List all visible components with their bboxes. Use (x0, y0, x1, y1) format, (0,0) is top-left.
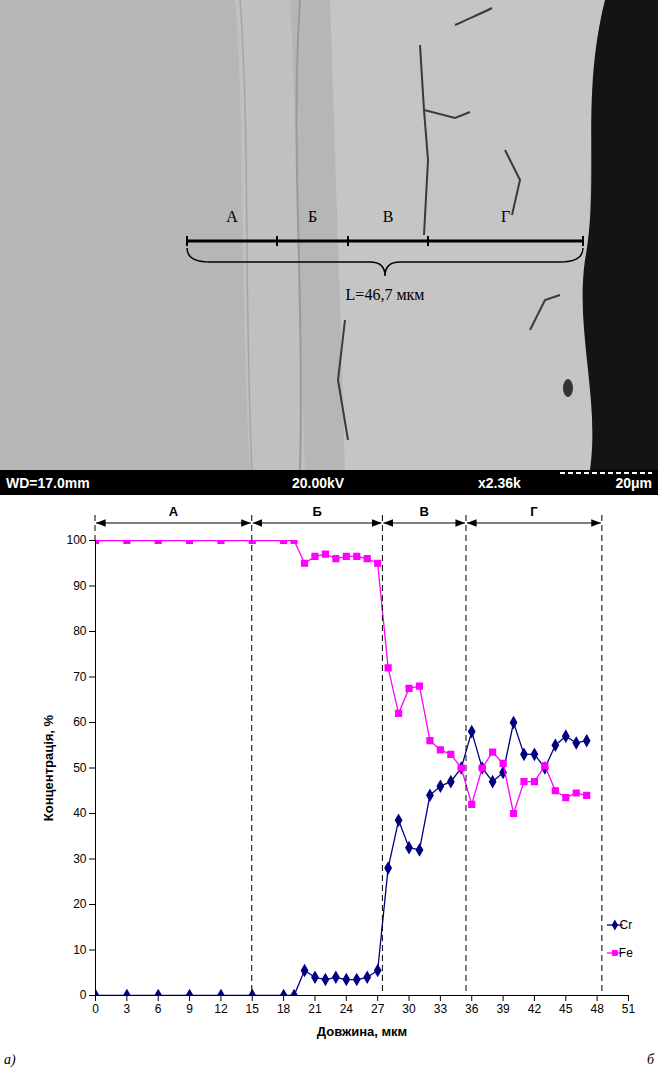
svg-text:0: 0 (92, 1002, 99, 1016)
svg-text:27: 27 (371, 1002, 385, 1016)
svg-text:В: В (420, 504, 429, 519)
svg-text:А: А (226, 208, 238, 225)
svg-text:6: 6 (155, 1002, 162, 1016)
svg-text:WD=17.0mm: WD=17.0mm (6, 475, 90, 491)
svg-text:В: В (383, 208, 394, 225)
svg-text:60: 60 (73, 715, 87, 729)
svg-text:21: 21 (308, 1002, 322, 1016)
svg-text:15: 15 (246, 1002, 260, 1016)
svg-text:90: 90 (73, 579, 87, 593)
svg-text:Г: Г (501, 208, 510, 225)
svg-text:24: 24 (340, 1002, 354, 1016)
svg-text:Г: Г (530, 504, 538, 519)
svg-text:Довжина, мкм: Довжина, мкм (317, 1024, 407, 1039)
svg-text:L=46,7 мкм: L=46,7 мкм (346, 286, 425, 303)
svg-text:33: 33 (434, 1002, 448, 1016)
svg-text:20: 20 (73, 897, 87, 911)
svg-text:45: 45 (559, 1002, 573, 1016)
svg-text:x2.36k: x2.36k (478, 475, 521, 491)
svg-text:а): а) (4, 1052, 16, 1068)
svg-text:3: 3 (124, 1002, 131, 1016)
svg-text:10: 10 (73, 943, 87, 957)
svg-text:48: 48 (590, 1002, 604, 1016)
svg-text:70: 70 (73, 670, 87, 684)
svg-text:30: 30 (73, 852, 87, 866)
svg-text:б: б (647, 1052, 655, 1067)
svg-text:0: 0 (80, 988, 87, 1002)
svg-text:40: 40 (73, 806, 87, 820)
svg-text:36: 36 (465, 1002, 479, 1016)
svg-text:20μm: 20μm (615, 475, 652, 491)
svg-text:30: 30 (402, 1002, 416, 1016)
svg-text:Б: Б (308, 208, 317, 225)
svg-text:9: 9 (186, 1002, 193, 1016)
svg-text:20.00kV: 20.00kV (292, 475, 345, 491)
svg-text:51: 51 (622, 1002, 636, 1016)
svg-text:12: 12 (214, 1002, 228, 1016)
svg-text:100: 100 (66, 533, 86, 547)
svg-text:18: 18 (277, 1002, 291, 1016)
svg-text:Fe: Fe (619, 946, 633, 960)
svg-text:Б: Б (312, 504, 321, 519)
svg-text:Cr: Cr (620, 918, 633, 932)
svg-text:Концентрація, %: Концентрація, % (41, 714, 56, 821)
svg-text:А: А (169, 504, 179, 519)
svg-text:50: 50 (73, 761, 87, 775)
svg-text:42: 42 (528, 1002, 542, 1016)
svg-text:80: 80 (73, 624, 87, 638)
svg-text:39: 39 (496, 1002, 510, 1016)
